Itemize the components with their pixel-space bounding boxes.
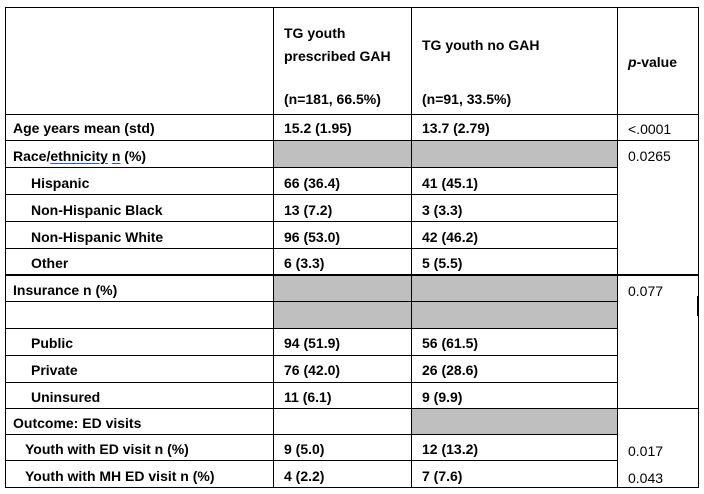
row-label-age: Age years mean (std) (13, 120, 155, 136)
cell-mhed-c2: 7 (7.6) (422, 468, 463, 484)
cell-black-c1: 13 (7.2) (284, 202, 333, 218)
cell-hispanic-c2: 41 (45.1) (422, 175, 479, 191)
race-label-a: Race/ (13, 148, 51, 164)
header-pvalue-italic: p (628, 54, 637, 70)
demographics-table: TG youth prescribed GAH (n=181, 66.5%) T… (5, 7, 699, 488)
cell-white-c2: 42 (46.2) (422, 229, 479, 245)
empty-cell (412, 275, 617, 301)
cell-mhed-p: 0.043 (628, 470, 664, 486)
column-line (411, 7, 412, 488)
empty-cell (412, 141, 617, 167)
cell-uninsured-c2: 9 (9.9) (422, 389, 463, 405)
empty-cell (274, 302, 411, 328)
empty-cell (412, 409, 617, 434)
header-col2-count: (n=91, 33.5%) (422, 91, 512, 107)
row-label-mhed: Youth with MH ED visit n (%) (25, 468, 215, 484)
header-col1-line2: prescribed GAH (284, 48, 391, 64)
cell-other-c1: 6 (3.3) (284, 255, 325, 271)
column-line (617, 7, 618, 488)
row-line (5, 167, 617, 168)
cell-age-p: <.0001 (628, 121, 672, 137)
header-pvalue-rest: -value (636, 54, 678, 70)
row-line (5, 355, 617, 356)
race-label-c: n (111, 148, 121, 164)
cell-public-c1: 94 (51.9) (284, 335, 341, 351)
cell-public-c2: 56 (61.5) (422, 335, 479, 351)
cell-age-c1: 15.2 (1.95) (284, 120, 352, 136)
row-line (5, 408, 699, 409)
cell-race-p: 0.0265 (628, 148, 671, 164)
row-label-ed: Youth with ED visit n (%) (25, 441, 189, 457)
table-border (5, 7, 699, 8)
row-line (5, 194, 617, 195)
empty-cell (274, 275, 411, 301)
row-label-hispanic: Hispanic (31, 175, 90, 191)
cell-insurance-p: 0.077 (628, 283, 664, 299)
cell-private-c2: 26 (28.6) (422, 362, 479, 378)
row-label-other: Other (31, 255, 69, 271)
row-label-public: Public (31, 335, 74, 351)
row-label-black: Non-Hispanic Black (31, 202, 163, 218)
cell-age-c2: 13.7 (2.79) (422, 120, 490, 136)
cell-ed-c2: 12 (13.2) (422, 441, 479, 457)
text-cursor (697, 296, 699, 316)
race-label-d: (%) (120, 148, 147, 164)
table-border (5, 487, 699, 488)
column-line (273, 7, 274, 488)
row-line (5, 301, 617, 302)
row-label-insurance: Insurance n (%) (13, 282, 118, 298)
row-line (5, 140, 699, 141)
empty-cell (274, 141, 411, 167)
header-pvalue: p-value (628, 54, 677, 70)
race-label-b: ethnicity (50, 148, 108, 164)
row-line (5, 248, 617, 249)
cell-ed-c1: 9 (5.0) (284, 441, 325, 457)
header-col1-line1: TG youth (284, 25, 346, 41)
row-line (5, 221, 617, 222)
row-line (5, 434, 617, 435)
row-label-race: Race/ethnicity n (%) (13, 148, 146, 164)
row-line (5, 274, 699, 276)
cell-mhed-c1: 4 (2.2) (284, 468, 325, 484)
header-col2-line1: TG youth no GAH (422, 37, 540, 53)
row-label-outcome: Outcome: ED visits (13, 415, 142, 431)
cell-white-c1: 96 (53.0) (284, 229, 341, 245)
row-line (5, 382, 617, 383)
row-label-white: Non-Hispanic White (31, 229, 164, 245)
row-label-uninsured: Uninsured (31, 389, 101, 405)
cell-private-c1: 76 (42.0) (284, 362, 341, 378)
header-col1-count: (n=181, 66.5%) (284, 91, 381, 107)
table-border (5, 7, 6, 488)
cell-black-c2: 3 (3.3) (422, 202, 463, 218)
row-line (5, 114, 699, 115)
row-line (5, 460, 617, 461)
cell-hispanic-c1: 66 (36.4) (284, 175, 341, 191)
table-border (698, 7, 699, 488)
cell-ed-p: 0.017 (628, 443, 664, 459)
row-line (5, 328, 617, 329)
row-label-private: Private (31, 362, 78, 378)
cell-other-c2: 5 (5.5) (422, 255, 463, 271)
cell-uninsured-c1: 11 (6.1) (284, 389, 332, 405)
empty-cell (412, 302, 617, 328)
